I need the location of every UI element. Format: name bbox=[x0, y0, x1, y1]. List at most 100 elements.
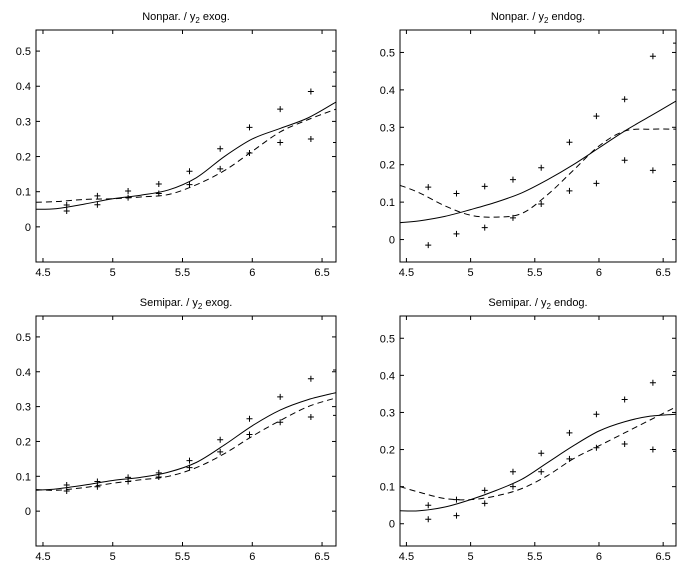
data-point-plus bbox=[593, 411, 600, 418]
data-point-plus bbox=[186, 181, 193, 188]
y-tick-label: 0.4 bbox=[380, 85, 395, 97]
y-tick-label: 0 bbox=[389, 519, 395, 531]
data-point-plus bbox=[246, 124, 253, 131]
data-point-plus bbox=[566, 429, 573, 436]
data-point-plus bbox=[63, 208, 70, 215]
data-point-plus bbox=[566, 139, 573, 146]
x-tick-label: 5 bbox=[468, 267, 474, 279]
plot-data bbox=[36, 367, 336, 494]
data-point-plus bbox=[217, 448, 224, 455]
data-point-plus bbox=[217, 165, 224, 172]
plot-area-frame bbox=[35, 29, 337, 263]
data-point-plus bbox=[186, 464, 193, 471]
x-tick-label: 6.5 bbox=[314, 551, 329, 563]
y-tick-label: 0.3 bbox=[16, 402, 31, 414]
y-tick-label: 0.5 bbox=[16, 46, 31, 58]
data-point-plus bbox=[593, 444, 600, 451]
panel-semipar-endog: Semipar. / y2 endog. 0 0.1 0.2 0.3 0.4 0.5 4.5 5… bbox=[380, 297, 677, 563]
data-point-plus bbox=[425, 184, 432, 191]
data-point-plus bbox=[621, 396, 628, 403]
data-point-plus bbox=[307, 135, 314, 142]
data-point-plus bbox=[453, 496, 460, 503]
data-point-plus bbox=[538, 201, 545, 207]
data-point-plus bbox=[593, 113, 600, 120]
data-point-plus bbox=[246, 415, 253, 422]
data-point-plus bbox=[277, 106, 284, 113]
data-point-plus bbox=[481, 500, 488, 507]
data-point-plus bbox=[63, 487, 70, 494]
data-point-plus bbox=[125, 187, 132, 194]
chart-title: Nonpar. / y2 exog. bbox=[142, 11, 230, 25]
data-point-plus bbox=[277, 139, 284, 146]
x-tick-label: 4.5 bbox=[399, 267, 414, 279]
data-point-plus bbox=[186, 168, 193, 175]
data-point-plus bbox=[425, 502, 432, 509]
data-point-plus bbox=[649, 53, 656, 60]
plot-area-frame bbox=[399, 29, 677, 263]
chart-title: Semipar. / y2 exog. bbox=[140, 297, 233, 311]
data-point-plus bbox=[94, 201, 101, 208]
plot-data bbox=[400, 40, 676, 249]
data-point-plus bbox=[125, 194, 132, 201]
series-line-dashed bbox=[400, 406, 676, 501]
data-point-plus bbox=[621, 157, 628, 164]
data-point-plus bbox=[566, 187, 573, 194]
y-tick-label: 0.2 bbox=[380, 445, 395, 457]
data-point-plus bbox=[509, 468, 516, 475]
data-point-plus bbox=[217, 145, 224, 152]
data-point-plus bbox=[333, 69, 336, 76]
x-tick-label: 5.5 bbox=[175, 267, 190, 279]
y-tick-label: 0.1 bbox=[16, 471, 31, 483]
data-point-plus bbox=[673, 448, 676, 455]
data-point-plus bbox=[333, 139, 336, 146]
x-tick-label: 5 bbox=[110, 551, 116, 563]
x-tick-label: 4.5 bbox=[399, 551, 414, 563]
data-point-plus bbox=[649, 167, 656, 174]
data-point-plus bbox=[649, 379, 656, 386]
data-point-plus bbox=[509, 214, 516, 221]
data-point-plus bbox=[481, 183, 488, 190]
y-tick-label: 0.3 bbox=[380, 407, 395, 419]
data-point-plus bbox=[649, 446, 656, 453]
x-tick-label: 4.5 bbox=[35, 267, 50, 279]
y-tick-label: 0.5 bbox=[380, 47, 395, 59]
y-tick-label: 0.2 bbox=[380, 160, 395, 172]
x-tick-label: 5.5 bbox=[527, 551, 542, 563]
data-point-plus bbox=[481, 224, 488, 231]
data-point-plus bbox=[673, 178, 676, 185]
y-tick-label: 0.1 bbox=[380, 197, 395, 209]
data-point-plus bbox=[307, 414, 314, 421]
x-tick-label: 5.5 bbox=[527, 267, 542, 279]
x-tick-label: 6.5 bbox=[314, 267, 329, 279]
x-tick-label: 5 bbox=[468, 551, 474, 563]
data-point-plus bbox=[217, 436, 224, 443]
data-point-plus bbox=[94, 483, 101, 490]
data-point-plus bbox=[125, 478, 132, 485]
data-point-plus bbox=[155, 190, 162, 197]
data-point-plus bbox=[425, 516, 432, 523]
data-point-plus bbox=[186, 457, 193, 464]
data-point-plus bbox=[481, 487, 488, 494]
plot-data bbox=[400, 368, 676, 523]
x-tick-label: 5.5 bbox=[175, 551, 190, 563]
chart-title: Semipar. / y2 endog. bbox=[488, 297, 587, 311]
x-tick-label: 6.5 bbox=[656, 267, 671, 279]
y-tick-label: 0.1 bbox=[380, 482, 395, 494]
data-point-plus bbox=[509, 483, 516, 490]
data-point-plus bbox=[673, 368, 676, 375]
data-point-plus bbox=[673, 40, 676, 47]
data-point-plus bbox=[425, 242, 432, 249]
data-point-plus bbox=[453, 230, 460, 237]
chart-title: Nonpar. / y2 endog. bbox=[491, 11, 585, 25]
data-point-plus bbox=[333, 367, 336, 374]
panel-nonpar-exog: Nonpar. / y2 exog. 0 0.1 0.2 0.3 0.4 0.5 4.5 5 5.… bbox=[16, 11, 337, 279]
data-point-plus bbox=[246, 150, 253, 157]
y-tick-label: 0.1 bbox=[16, 187, 31, 199]
data-point-plus bbox=[277, 419, 284, 426]
plot-area-frame bbox=[399, 315, 677, 547]
y-tick-label: 0.4 bbox=[380, 370, 395, 382]
plot-data bbox=[36, 69, 336, 215]
data-point-plus bbox=[94, 192, 101, 199]
y-tick-label: 0.2 bbox=[16, 436, 31, 448]
series-line-dashed bbox=[36, 108, 336, 203]
